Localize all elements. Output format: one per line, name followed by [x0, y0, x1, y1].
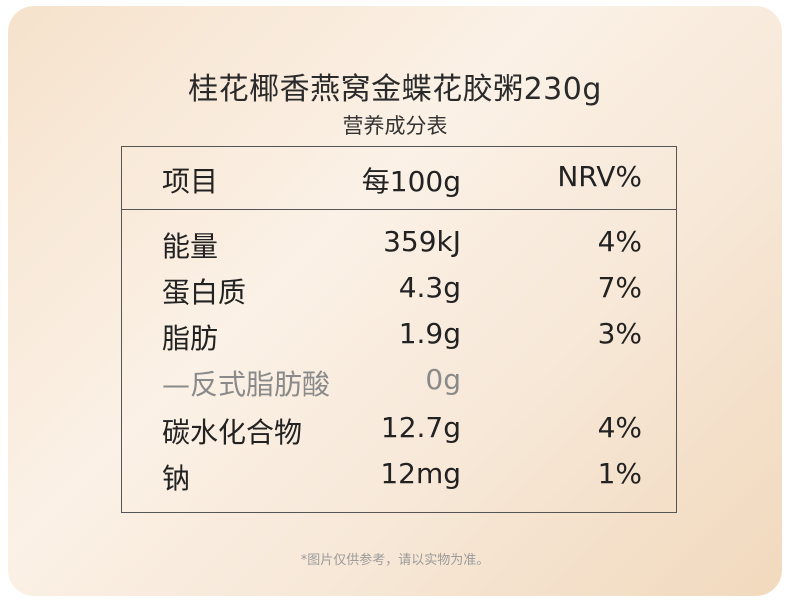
- header-per-100g: 每100g: [361, 165, 461, 198]
- table-row: 钠 12mg 1%: [122, 457, 676, 503]
- nutrient-name: 蛋白质: [162, 276, 247, 309]
- nutrient-value: 4.3g: [398, 271, 461, 304]
- nutrient-value: 359kJ: [383, 225, 461, 258]
- nutrient-nrv: 3%: [597, 317, 642, 350]
- nutrient-value: 12.7g: [380, 411, 461, 444]
- nutrient-value: 0g: [425, 363, 461, 396]
- nutrient-nrv: 1%: [597, 457, 642, 490]
- table-subtitle: 营养成分表: [342, 114, 448, 138]
- table-row: 碳水化合物 12.7g 4%: [122, 411, 676, 457]
- nutrition-table: 项目 每100g NRV% 能量 359kJ 4% 蛋白质 4.3g 7% 脂肪…: [121, 146, 677, 513]
- table-row: 能量 359kJ 4%: [122, 225, 676, 271]
- nutrient-name: 钠: [162, 462, 191, 495]
- header-item: 项目: [162, 165, 219, 198]
- nutrient-nrv: 4%: [597, 225, 642, 258]
- nutrient-name: —反式脂肪酸: [162, 368, 331, 401]
- nutrient-name: 碳水化合物: [162, 416, 303, 449]
- nutrient-nrv: 4%: [597, 411, 642, 444]
- nutrition-label-card: 桂花椰香燕窝金蝶花胶粥230g 营养成分表 项目 每100g NRV% 能量 3…: [8, 6, 782, 596]
- disclaimer-note: *图片仅供参考，请以实物为准。: [300, 553, 490, 568]
- table-row: 蛋白质 4.3g 7%: [122, 271, 676, 317]
- product-title: 桂花椰香燕窝金蝶花胶粥230g: [188, 72, 602, 107]
- nutrient-name: 脂肪: [162, 322, 219, 355]
- table-header: 项目 每100g NRV%: [122, 147, 676, 210]
- nutrient-nrv: 7%: [597, 271, 642, 304]
- nutrient-value: 12mg: [380, 457, 461, 490]
- header-nrv: NRV%: [557, 160, 642, 193]
- nutrient-name: 能量: [162, 230, 219, 263]
- nutrient-value: 1.9g: [398, 317, 461, 350]
- table-row: —反式脂肪酸 0g: [122, 363, 676, 409]
- table-row: 脂肪 1.9g 3%: [122, 317, 676, 363]
